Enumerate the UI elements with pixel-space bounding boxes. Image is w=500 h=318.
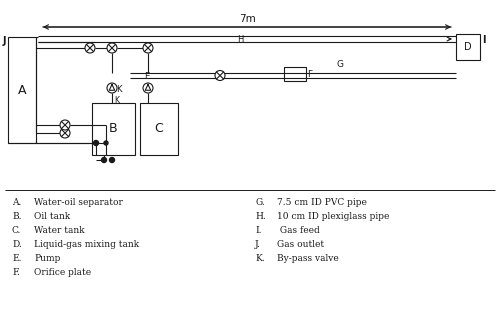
Circle shape bbox=[107, 83, 117, 93]
Bar bbox=[140, 103, 178, 155]
Text: G.: G. bbox=[255, 198, 265, 207]
Text: Liquid-gas mixing tank: Liquid-gas mixing tank bbox=[34, 240, 139, 249]
Text: C: C bbox=[154, 122, 164, 135]
Text: K: K bbox=[114, 96, 119, 105]
Text: F: F bbox=[307, 70, 312, 79]
Text: I.: I. bbox=[255, 226, 262, 235]
Text: Pump: Pump bbox=[34, 254, 60, 263]
Text: B.: B. bbox=[12, 212, 22, 221]
Circle shape bbox=[85, 43, 95, 53]
Bar bbox=[456, 34, 480, 60]
Text: 10 cm ID plexiglass pipe: 10 cm ID plexiglass pipe bbox=[277, 212, 390, 221]
Circle shape bbox=[215, 71, 225, 80]
Circle shape bbox=[143, 83, 153, 93]
Text: E: E bbox=[144, 72, 150, 81]
Text: I: I bbox=[482, 35, 486, 45]
Text: D.: D. bbox=[12, 240, 22, 249]
Circle shape bbox=[102, 157, 106, 162]
Bar bbox=[8, 37, 36, 143]
Text: By-pass valve: By-pass valve bbox=[277, 254, 339, 263]
Circle shape bbox=[94, 141, 98, 146]
Bar bbox=[92, 103, 135, 155]
Text: Oil tank: Oil tank bbox=[34, 212, 70, 221]
Text: C.: C. bbox=[12, 226, 22, 235]
Text: G: G bbox=[336, 60, 344, 69]
Text: H.: H. bbox=[255, 212, 266, 221]
Text: Water-oil separator: Water-oil separator bbox=[34, 198, 123, 207]
Text: A: A bbox=[18, 84, 26, 96]
Text: F.: F. bbox=[12, 268, 20, 277]
Text: D: D bbox=[464, 42, 472, 52]
Text: Water tank: Water tank bbox=[34, 226, 84, 235]
Text: Gas outlet: Gas outlet bbox=[277, 240, 324, 249]
Circle shape bbox=[60, 128, 70, 138]
Text: Orifice plate: Orifice plate bbox=[34, 268, 91, 277]
Text: K.: K. bbox=[255, 254, 265, 263]
Text: Gas feed: Gas feed bbox=[277, 226, 320, 235]
Circle shape bbox=[60, 120, 70, 130]
Circle shape bbox=[104, 141, 108, 145]
Circle shape bbox=[143, 43, 153, 53]
Text: E.: E. bbox=[12, 254, 22, 263]
Text: B: B bbox=[109, 122, 118, 135]
Text: K: K bbox=[116, 85, 121, 93]
Circle shape bbox=[110, 157, 114, 162]
Text: 7m: 7m bbox=[238, 14, 256, 24]
Circle shape bbox=[107, 43, 117, 53]
Text: 7.5 cm ID PVC pipe: 7.5 cm ID PVC pipe bbox=[277, 198, 367, 207]
Text: J.: J. bbox=[255, 240, 261, 249]
Bar bbox=[284, 67, 306, 81]
Text: J: J bbox=[2, 36, 6, 46]
Text: A.: A. bbox=[12, 198, 22, 207]
Text: H: H bbox=[237, 34, 243, 44]
